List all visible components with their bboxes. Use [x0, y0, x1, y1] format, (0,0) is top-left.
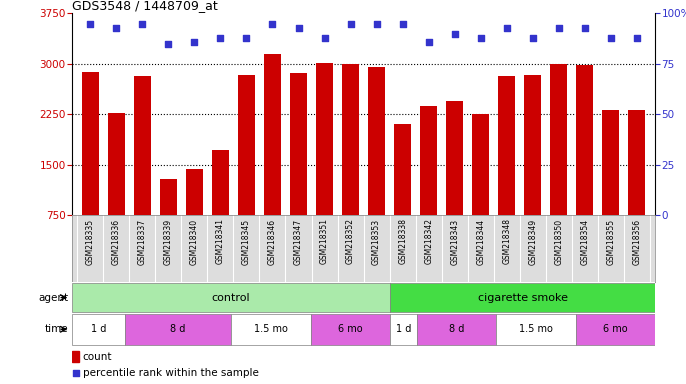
Bar: [446, 101, 463, 215]
Bar: [316, 63, 333, 215]
Point: [449, 31, 460, 37]
Point: [528, 35, 539, 41]
Point: [397, 20, 408, 26]
Bar: [498, 76, 515, 215]
Point: [267, 20, 278, 26]
Text: GSM218352: GSM218352: [346, 218, 355, 265]
Point: [163, 41, 174, 47]
Text: GSM218341: GSM218341: [216, 218, 225, 265]
Point: [423, 39, 434, 45]
Text: 1.5 mo: 1.5 mo: [519, 324, 553, 334]
Point: [189, 39, 200, 45]
Bar: [550, 64, 567, 215]
Text: cigarette smoke: cigarette smoke: [477, 293, 567, 303]
Text: GSM218346: GSM218346: [268, 218, 277, 265]
Point: [631, 35, 642, 41]
Bar: [290, 73, 307, 215]
Bar: [368, 66, 385, 215]
Bar: [628, 110, 646, 215]
Text: 8 d: 8 d: [170, 324, 186, 334]
Point: [580, 25, 591, 31]
Point: [605, 35, 616, 41]
Text: GSM218355: GSM218355: [606, 218, 615, 265]
Point: [111, 25, 122, 31]
Point: [215, 35, 226, 41]
Text: GSM218342: GSM218342: [424, 218, 433, 265]
Text: time: time: [45, 324, 69, 334]
Text: agent: agent: [38, 293, 69, 303]
Text: GSM218349: GSM218349: [528, 218, 537, 265]
Point: [475, 35, 486, 41]
Text: GSM218345: GSM218345: [242, 218, 251, 265]
Bar: [311, 314, 390, 345]
Text: GSM218340: GSM218340: [190, 218, 199, 265]
Text: GSM218339: GSM218339: [164, 218, 173, 265]
Bar: [212, 150, 229, 215]
Bar: [576, 314, 655, 345]
Bar: [496, 314, 576, 345]
Text: 6 mo: 6 mo: [603, 324, 628, 334]
Bar: [72, 351, 79, 362]
Text: 1 d: 1 d: [396, 324, 411, 334]
Point: [85, 20, 96, 26]
Point: [241, 35, 252, 41]
Point: [319, 35, 330, 41]
Bar: [524, 74, 541, 215]
Bar: [134, 76, 151, 215]
Bar: [264, 54, 281, 215]
Bar: [125, 314, 231, 345]
Text: GSM218348: GSM218348: [502, 218, 511, 265]
Text: GSM218344: GSM218344: [476, 218, 485, 265]
Bar: [231, 314, 311, 345]
Bar: [186, 169, 203, 215]
Text: 6 mo: 6 mo: [338, 324, 363, 334]
Text: count: count: [82, 352, 112, 362]
Text: 1 d: 1 d: [91, 324, 106, 334]
Bar: [421, 106, 437, 215]
Text: GSM218347: GSM218347: [294, 218, 303, 265]
Point: [293, 25, 304, 31]
Point: [70, 370, 81, 376]
Point: [345, 20, 356, 26]
Bar: [72, 283, 390, 312]
Text: GSM218351: GSM218351: [320, 218, 329, 265]
Text: GSM218335: GSM218335: [86, 218, 95, 265]
Text: 8 d: 8 d: [449, 324, 464, 334]
Text: 1.5 mo: 1.5 mo: [254, 324, 287, 334]
Text: GSM218354: GSM218354: [580, 218, 589, 265]
Bar: [394, 124, 411, 215]
Text: GDS3548 / 1448709_at: GDS3548 / 1448709_at: [72, 0, 217, 12]
Bar: [108, 113, 125, 215]
Point: [554, 25, 565, 31]
Text: GSM218356: GSM218356: [632, 218, 641, 265]
Bar: [472, 114, 489, 215]
Bar: [82, 72, 99, 215]
Bar: [416, 314, 496, 345]
Bar: [576, 65, 593, 215]
Text: GSM218338: GSM218338: [398, 218, 407, 265]
Text: GSM218337: GSM218337: [138, 218, 147, 265]
Bar: [160, 179, 177, 215]
Point: [501, 25, 512, 31]
Text: GSM218350: GSM218350: [554, 218, 563, 265]
Bar: [72, 314, 125, 345]
Bar: [342, 64, 359, 215]
Text: control: control: [212, 293, 250, 303]
Point: [137, 20, 147, 26]
Bar: [390, 314, 416, 345]
Bar: [602, 110, 619, 215]
Text: percentile rank within the sample: percentile rank within the sample: [82, 368, 259, 378]
Point: [371, 20, 382, 26]
Text: GSM218336: GSM218336: [112, 218, 121, 265]
Bar: [238, 74, 255, 215]
Text: GSM218353: GSM218353: [372, 218, 381, 265]
Bar: [390, 283, 655, 312]
Text: GSM218343: GSM218343: [450, 218, 459, 265]
